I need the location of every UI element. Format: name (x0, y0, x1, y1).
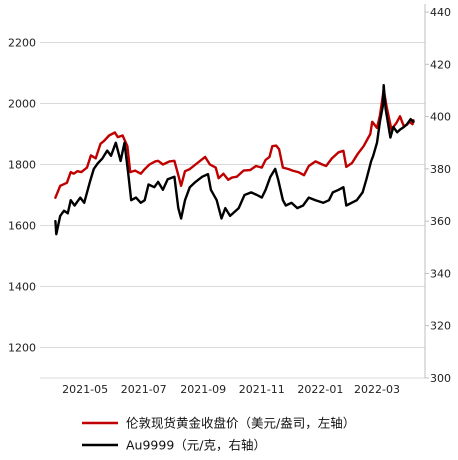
x-tick-label: 2021-05 (62, 383, 108, 396)
legend: 伦敦现货黄金收盘价（美元/盎司，左轴） Au9999（元/克，右轴） (82, 416, 355, 453)
axes: 1200 1400 1600 1800 2000 2200 300 320 340 360 380 4… (8, 4, 451, 396)
au9999-line (54, 84, 415, 236)
y-right-tick-label: 360 (430, 215, 451, 228)
y-left-tick-label: 2000 (8, 98, 36, 111)
legend-label-1: Au9999（元/克，右轴） (126, 438, 266, 453)
legend-label-0: 伦敦现货黄金收盘价（美元/盎司，左轴） (126, 416, 355, 431)
y-right-tick-label: 300 (430, 372, 451, 385)
london-gold-line (54, 88, 415, 199)
y-left-tick-label: 1400 (8, 281, 36, 294)
y-right-tick-label: 440 (430, 6, 451, 19)
y-right-tick-label: 340 (430, 267, 451, 280)
x-tick-label: 2022-01 (297, 383, 343, 396)
y-left-tick-label: 1600 (8, 220, 36, 233)
grid (40, 42, 425, 348)
x-tick-label: 2021-11 (239, 383, 285, 396)
y-right-tick-label: 420 (430, 58, 451, 71)
y-left-tick-label: 1200 (8, 342, 36, 355)
y-right-tick-label: 380 (430, 163, 451, 176)
y-left-tick-label: 2200 (8, 37, 36, 50)
x-tick-label: 2022-03 (354, 383, 400, 396)
series-lines (54, 84, 415, 236)
y-right-tick-label: 400 (430, 111, 451, 124)
x-tick-label: 2021-09 (180, 383, 226, 396)
y-right-tick-label: 320 (430, 320, 451, 333)
x-tick-label: 2021-07 (121, 383, 167, 396)
y-left-tick-label: 1800 (8, 159, 36, 172)
